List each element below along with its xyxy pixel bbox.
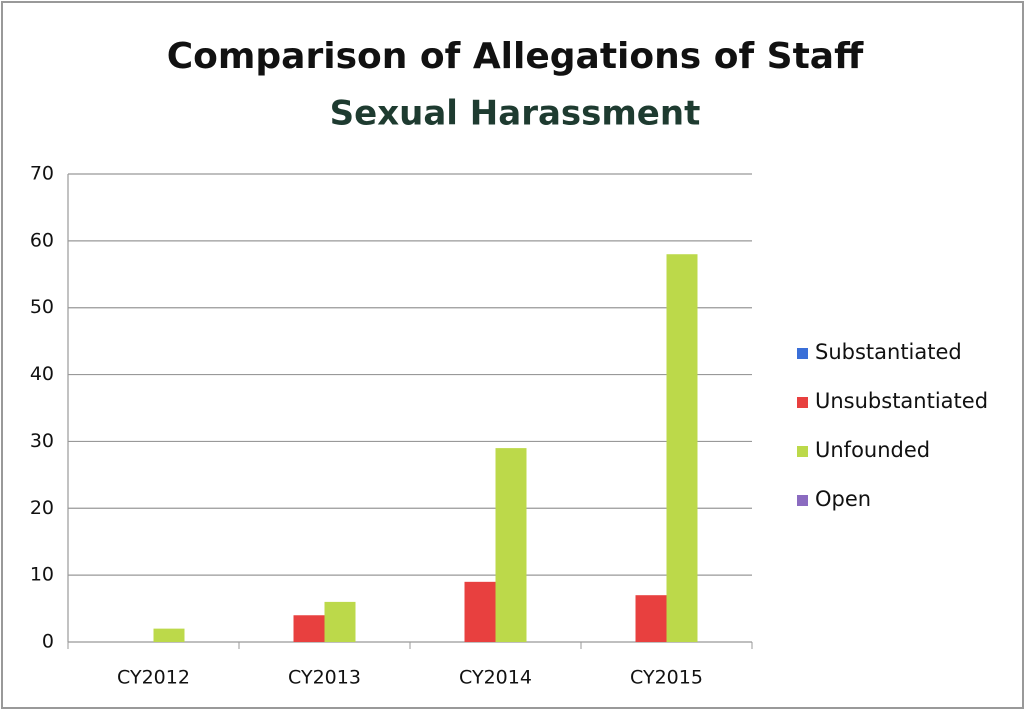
x-tick-label: CY2014 (459, 667, 532, 689)
y-tick-label: 10 (30, 564, 54, 586)
legend-swatch (797, 348, 808, 359)
legend-label: Unfounded (815, 438, 930, 462)
y-tick-label: 40 (30, 363, 54, 385)
bar (666, 254, 698, 642)
y-tick-label: 30 (30, 430, 54, 452)
legend-swatch (797, 495, 808, 506)
y-tick-label: 60 (30, 229, 54, 251)
bar (464, 581, 496, 642)
legend-swatch (797, 446, 808, 457)
y-tick-label: 50 (30, 296, 54, 318)
chart-title: Comparison of Allegations of Staff (167, 36, 864, 77)
bar (635, 595, 667, 642)
y-tick-label: 70 (30, 163, 54, 185)
x-tick-label: CY2015 (630, 667, 703, 689)
y-tick-label: 20 (30, 497, 54, 519)
legend-label: Unsubstantiated (815, 389, 988, 413)
bar (293, 615, 325, 642)
legend-label: Substantiated (815, 340, 962, 364)
bar (324, 601, 356, 642)
y-tick-label: 0 (42, 631, 54, 653)
bar (153, 628, 185, 642)
x-tick-label: CY2013 (288, 667, 361, 689)
chart-subtitle: Sexual Harassment (330, 94, 701, 134)
legend-label: Open (815, 487, 871, 511)
bar (495, 448, 527, 642)
legend-swatch (797, 397, 808, 408)
x-tick-label: CY2012 (117, 667, 190, 689)
